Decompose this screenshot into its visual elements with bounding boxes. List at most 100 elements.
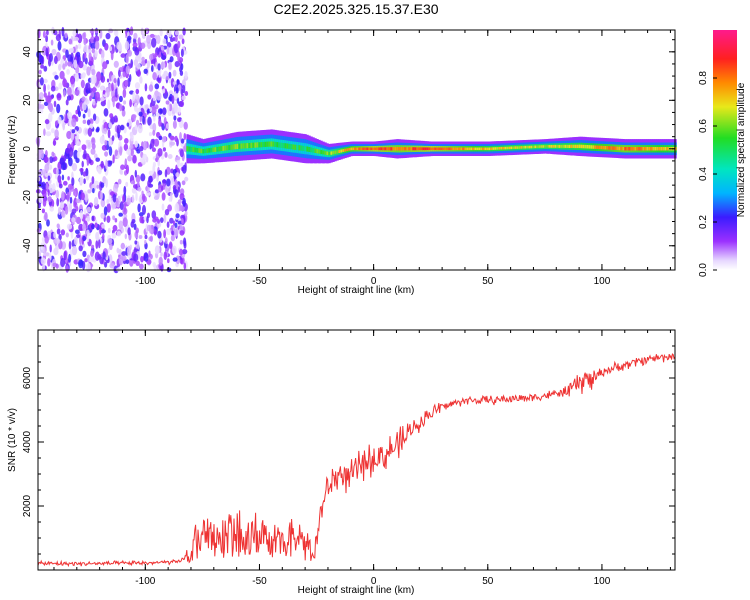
noise-cell bbox=[184, 71, 188, 79]
band-cell bbox=[194, 147, 197, 153]
noise-cell bbox=[161, 185, 164, 191]
noise-cell bbox=[68, 253, 72, 263]
band-cell bbox=[498, 147, 501, 150]
band-cell bbox=[546, 145, 549, 148]
band-cell bbox=[266, 141, 269, 147]
band-cell bbox=[382, 147, 385, 151]
noise-cell bbox=[92, 113, 97, 121]
noise-cell bbox=[161, 88, 166, 94]
noise-cell bbox=[55, 189, 60, 199]
noise-cell bbox=[123, 203, 127, 213]
noise-cell bbox=[91, 137, 96, 146]
noise-cell bbox=[81, 144, 87, 151]
band-cell bbox=[608, 146, 611, 150]
noise-cell bbox=[168, 29, 172, 38]
noise-cell bbox=[75, 229, 80, 235]
colorbar-tick-label: 0.6 bbox=[698, 119, 709, 133]
noise-cell bbox=[58, 233, 62, 241]
band-cell bbox=[254, 142, 257, 148]
noise-cell bbox=[179, 100, 185, 108]
noise-cell bbox=[90, 148, 96, 155]
noise-cell bbox=[151, 147, 156, 152]
band-cell bbox=[618, 146, 621, 151]
noise-cell bbox=[130, 133, 134, 142]
noise-cell bbox=[43, 65, 48, 72]
noise-cell bbox=[70, 133, 75, 141]
noise-cell bbox=[63, 154, 67, 162]
noise-cell bbox=[137, 203, 141, 213]
band-cell bbox=[454, 147, 457, 151]
noise-cell bbox=[124, 138, 129, 144]
band-cell bbox=[282, 143, 285, 149]
snr-x-tick-label: -100 bbox=[135, 576, 155, 587]
noise-cell bbox=[86, 215, 91, 222]
noise-cell bbox=[151, 210, 157, 220]
noise-cell bbox=[60, 257, 66, 268]
band-cell bbox=[552, 145, 555, 148]
noise-cell bbox=[67, 54, 73, 63]
band-cell bbox=[604, 146, 607, 150]
noise-cell bbox=[102, 176, 107, 184]
noise-cell bbox=[157, 218, 160, 224]
noise-cell bbox=[135, 174, 141, 183]
noise-cell bbox=[124, 158, 128, 168]
band-cell bbox=[484, 147, 487, 151]
band-cell bbox=[190, 146, 193, 152]
band-cell bbox=[260, 142, 263, 148]
noise-cell bbox=[183, 237, 187, 247]
noise-cell bbox=[166, 178, 171, 187]
band-cell bbox=[278, 142, 281, 148]
noise-cell bbox=[139, 215, 144, 224]
noise-cell bbox=[61, 210, 65, 218]
noise-cell bbox=[163, 213, 167, 224]
band-cell bbox=[330, 151, 333, 155]
band-cell bbox=[432, 147, 435, 151]
noise-cell bbox=[62, 63, 66, 70]
noise-cell bbox=[107, 128, 111, 139]
noise-cell bbox=[132, 91, 136, 102]
noise-cell bbox=[172, 120, 177, 129]
noise-cell bbox=[101, 144, 107, 151]
noise-cell bbox=[158, 69, 162, 78]
noise-cell bbox=[172, 69, 177, 77]
noise-cell bbox=[86, 66, 91, 76]
band-cell bbox=[230, 144, 233, 150]
noise-cell bbox=[173, 103, 178, 113]
noise-cell bbox=[129, 74, 132, 82]
noise-cell bbox=[65, 232, 69, 238]
noise-cell bbox=[131, 187, 137, 194]
band-cell bbox=[540, 145, 543, 148]
colorbar-label: Normalized spectral amplitude bbox=[736, 82, 747, 217]
noise-cell bbox=[168, 62, 172, 70]
band-cell bbox=[430, 147, 433, 151]
noise-cell bbox=[161, 136, 167, 143]
band-cell bbox=[362, 147, 365, 151]
noise-cell bbox=[135, 191, 138, 201]
band-cell bbox=[522, 146, 525, 149]
noise-cell bbox=[184, 176, 189, 182]
noise-cell bbox=[77, 33, 83, 44]
noise-cell bbox=[58, 183, 63, 189]
noise-cell bbox=[130, 148, 134, 157]
noise-cell bbox=[75, 216, 82, 225]
noise-cell bbox=[151, 65, 154, 72]
band-cell bbox=[324, 151, 327, 155]
band-cell bbox=[410, 147, 413, 151]
noise-cell bbox=[141, 59, 146, 66]
noise-cell bbox=[134, 94, 139, 100]
noise-cell bbox=[82, 64, 88, 71]
band-cell bbox=[326, 151, 329, 156]
noise-cell bbox=[153, 195, 160, 200]
noise-cell bbox=[122, 217, 128, 228]
noise-cell bbox=[94, 35, 100, 43]
band-cell bbox=[370, 147, 373, 151]
band-cell bbox=[594, 145, 597, 149]
noise-cell bbox=[44, 252, 50, 257]
noise-cell bbox=[154, 189, 159, 194]
noise-cell bbox=[125, 65, 130, 75]
band-cell bbox=[388, 147, 391, 151]
band-cell bbox=[508, 146, 511, 150]
band-cell bbox=[578, 144, 581, 149]
band-cell bbox=[542, 145, 545, 148]
noise-cell bbox=[113, 78, 117, 84]
